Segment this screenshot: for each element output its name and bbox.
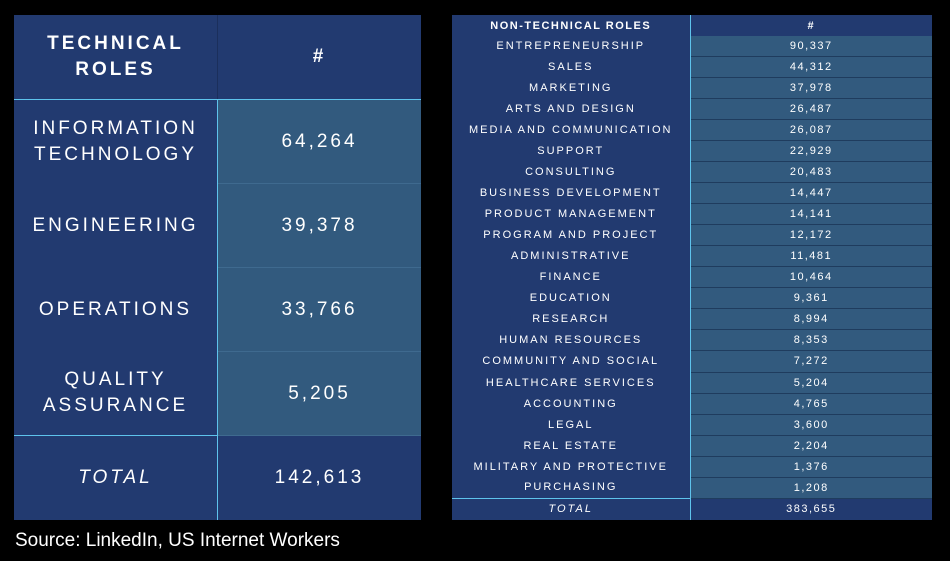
technical-role-label-line: ASSURANCE — [42, 395, 189, 417]
non-technical-role-label: ACCOUNTING — [452, 393, 691, 415]
technical-role-label-line: ENGINEERING — [32, 214, 199, 236]
technical-role-label: OPERATIONS — [14, 267, 218, 352]
non-technical-role-value: 5,204 — [690, 372, 932, 394]
technical-role-label: QUALITY ASSURANCE — [14, 351, 218, 436]
non-technical-role-row: ADMINISTRATIVE 11,481 — [452, 245, 932, 268]
non-technical-role-label: HUMAN RESOURCES — [452, 329, 691, 351]
non-technical-roles-table: NON-TECHNICAL ROLES # ENTREPRENEURSHIP 90… — [452, 15, 932, 520]
non-technical-role-label: MARKETING — [452, 77, 691, 99]
non-technical-role-value: 8,353 — [690, 329, 932, 352]
non-technical-role-row: ARTS AND DESIGN 26,487 — [452, 98, 932, 121]
non-technical-role-label: ARTS AND DESIGN — [452, 98, 691, 120]
technical-role-row: ENGINEERING 39,378 — [14, 183, 421, 268]
technical-role-label: ENGINEERING — [14, 183, 218, 268]
non-technical-role-label: EDUCATION — [452, 287, 691, 309]
non-technical-role-row: HEALTHCARE SERVICES 5,204 — [452, 372, 932, 394]
non-technical-role-row: REAL ESTATE 2,204 — [452, 435, 932, 457]
non-technical-role-value: 14,447 — [690, 182, 932, 205]
technical-role-label-line: INFORMATION — [33, 117, 198, 139]
non-technical-role-value: 26,487 — [690, 98, 932, 121]
non-technical-role-row: PURCHASING 1,208 — [452, 477, 932, 499]
non-technical-header-row: NON-TECHNICAL ROLES # — [452, 15, 932, 36]
technical-total-value: 142,613 — [217, 435, 421, 520]
non-technical-role-value: 8,994 — [690, 308, 932, 331]
non-technical-total-row: TOTAL 383,655 — [452, 497, 932, 520]
non-technical-role-row: HUMAN RESOURCES 8,353 — [452, 329, 932, 352]
technical-total-row: TOTAL 142,613 — [14, 435, 421, 520]
non-technical-role-label: PROGRAM AND PROJECT — [452, 224, 691, 246]
technical-role-label-line: QUALITY — [64, 369, 167, 391]
non-technical-role-label: HEALTHCARE SERVICES — [452, 372, 691, 394]
non-technical-role-value: 1,208 — [690, 477, 932, 499]
non-technical-role-value: 1,376 — [690, 456, 932, 478]
non-technical-role-row: SUPPORT 22,929 — [452, 140, 932, 163]
non-technical-role-row: COMMUNITY AND SOCIAL 7,272 — [452, 350, 932, 373]
non-technical-total-label: TOTAL — [452, 497, 691, 520]
technical-role-label: INFORMATION TECHNOLOGY — [14, 99, 218, 184]
non-technical-role-row: RESEARCH 8,994 — [452, 308, 932, 331]
technical-role-value: 64,264 — [217, 99, 421, 184]
non-technical-role-value: 9,361 — [690, 287, 932, 310]
technical-roles-header: TECHNICAL ROLES — [14, 15, 218, 100]
technical-roles-table: TECHNICAL ROLES # INFORMATION TECHNOLOGY 64… — [14, 15, 421, 520]
technical-total-label: TOTAL — [14, 435, 218, 520]
non-technical-role-row: MEDIA AND COMMUNICATION 26,087 — [452, 119, 932, 142]
non-technical-role-label: PURCHASING — [452, 477, 691, 499]
technical-count-header: # — [217, 15, 421, 100]
non-technical-role-label: REAL ESTATE — [452, 435, 691, 457]
non-technical-role-value: 12,172 — [690, 224, 932, 247]
non-technical-role-label: FINANCE — [452, 266, 691, 288]
technical-role-value: 33,766 — [217, 267, 421, 352]
non-technical-role-label: RESEARCH — [452, 308, 691, 330]
non-technical-role-row: ENTREPRENEURSHIP 90,337 — [452, 36, 932, 58]
non-technical-role-value: 10,464 — [690, 266, 932, 289]
non-technical-role-row: PRODUCT MANAGEMENT 14,141 — [452, 203, 932, 226]
non-technical-role-value: 3,600 — [690, 414, 932, 436]
non-technical-role-row: MARKETING 37,978 — [452, 77, 932, 100]
non-technical-role-value: 14,141 — [690, 203, 932, 226]
non-technical-role-label: LEGAL — [452, 414, 691, 436]
non-technical-role-row: CONSULTING 20,483 — [452, 161, 932, 184]
non-technical-role-label: PRODUCT MANAGEMENT — [452, 203, 691, 225]
technical-header-row: TECHNICAL ROLES # — [14, 15, 421, 100]
technical-role-row: QUALITY ASSURANCE 5,205 — [14, 351, 421, 436]
technical-role-value: 5,205 — [217, 351, 421, 436]
technical-role-value: 39,378 — [217, 183, 421, 268]
non-technical-role-row: LEGAL 3,600 — [452, 414, 932, 436]
non-technical-role-value: 4,765 — [690, 393, 932, 415]
non-technical-role-row: BUSINESS DEVELOPMENT 14,447 — [452, 182, 932, 205]
non-technical-role-row: FINANCE 10,464 — [452, 266, 932, 289]
technical-role-label-line: OPERATIONS — [38, 298, 193, 320]
non-technical-role-value: 22,929 — [690, 140, 932, 163]
non-technical-role-row: ACCOUNTING 4,765 — [452, 393, 932, 415]
non-technical-total-value: 383,655 — [690, 497, 932, 520]
technical-role-row: OPERATIONS 33,766 — [14, 267, 421, 352]
non-technical-role-label: ADMINISTRATIVE — [452, 245, 691, 267]
non-technical-count-header: # — [690, 15, 932, 36]
non-technical-role-label: COMMUNITY AND SOCIAL — [452, 350, 691, 372]
non-technical-role-label: MEDIA AND COMMUNICATION — [452, 119, 691, 141]
non-technical-role-value: 90,337 — [690, 36, 932, 58]
non-technical-role-label: SUPPORT — [452, 140, 691, 162]
non-technical-role-value: 26,087 — [690, 119, 932, 142]
non-technical-role-value: 7,272 — [690, 350, 932, 373]
technical-role-row: INFORMATION TECHNOLOGY 64,264 — [14, 99, 421, 184]
non-technical-roles-header: NON-TECHNICAL ROLES — [452, 15, 691, 36]
non-technical-role-row: EDUCATION 9,361 — [452, 287, 932, 310]
non-technical-role-label: MILITARY AND PROTECTIVE — [452, 456, 691, 478]
non-technical-role-row: MILITARY AND PROTECTIVE 1,376 — [452, 456, 932, 478]
non-technical-role-value: 44,312 — [690, 56, 932, 79]
non-technical-role-label: BUSINESS DEVELOPMENT — [452, 182, 691, 204]
non-technical-role-row: PROGRAM AND PROJECT 12,172 — [452, 224, 932, 247]
non-technical-role-value: 20,483 — [690, 161, 932, 184]
non-technical-role-label: ENTREPRENEURSHIP — [452, 36, 691, 57]
non-technical-role-value: 11,481 — [690, 245, 932, 268]
non-technical-role-value: 2,204 — [690, 435, 932, 457]
technical-role-label-line: TECHNOLOGY — [33, 143, 198, 165]
source-note: Source: LinkedIn, US Internet Workers — [15, 530, 340, 551]
non-technical-role-label: SALES — [452, 56, 691, 78]
non-technical-role-value: 37,978 — [690, 77, 932, 100]
non-technical-role-row: SALES 44,312 — [452, 56, 932, 79]
non-technical-role-label: CONSULTING — [452, 161, 691, 183]
